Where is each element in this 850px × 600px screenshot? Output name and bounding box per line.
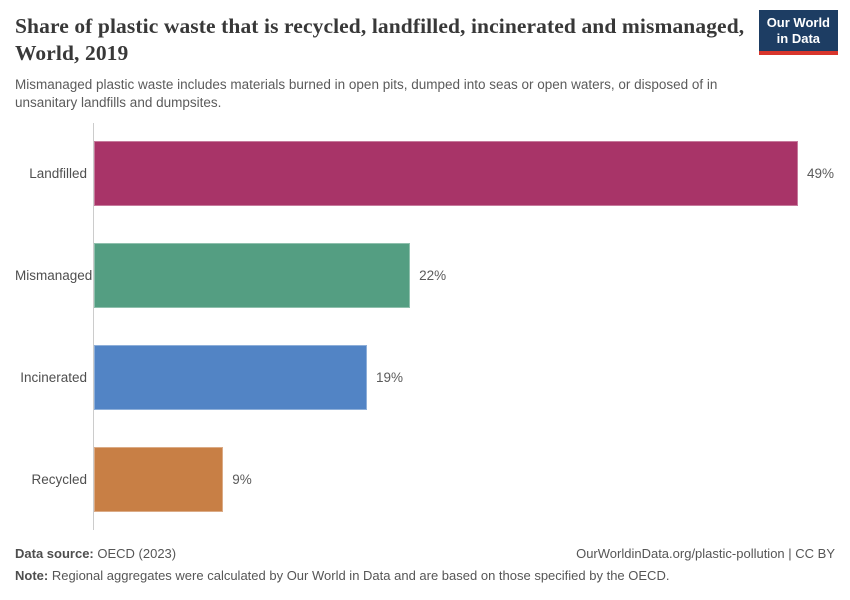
bar-mismanaged[interactable] xyxy=(94,243,411,309)
source-row: Data source: OECD (2023) OurWorldinData.… xyxy=(15,543,835,565)
data-source-value: OECD (2023) xyxy=(93,546,177,561)
owid-logo-line1: Our World xyxy=(766,15,830,30)
note-label: Note: xyxy=(15,568,49,583)
chart-row-incinerated: Incinerated 19% xyxy=(15,327,850,429)
value-label-landfilled: 49% xyxy=(807,166,835,182)
bar-landfilled[interactable] xyxy=(94,141,798,207)
bar-recycled[interactable] xyxy=(94,446,224,512)
value-label-mismanaged: 22% xyxy=(419,268,447,284)
category-label-recycled: Recycled xyxy=(31,471,87,487)
bar-incinerated[interactable] xyxy=(94,344,367,410)
category-label-landfilled: Landfilled xyxy=(29,166,87,182)
chart-subtitle: Mismanaged plastic waste includes materi… xyxy=(15,77,718,110)
value-label-incinerated: 19% xyxy=(375,369,403,385)
y-axis-line xyxy=(93,123,94,530)
chart-rows: Landfilled 49% Mismanaged 22% Incinerated 19%… xyxy=(15,123,850,530)
license-link[interactable]: OurWorldinData.org/plastic-pollution | C… xyxy=(576,546,835,561)
owid-logo-line2: in Data xyxy=(776,31,821,46)
data-source-label: Data source: xyxy=(15,546,94,561)
chart-row-mismanaged: Mismanaged 22% xyxy=(15,225,850,327)
footer: Data source: OECD (2023) OurWorldinData.… xyxy=(15,543,835,587)
chart-title: Share of plastic waste that is recycled,… xyxy=(15,14,745,65)
bar-chart: Landfilled 49% Mismanaged 22% Incinerated 19%… xyxy=(15,123,850,530)
category-label-mismanaged: Mismanaged xyxy=(15,268,93,284)
data-source-text: Data source: OECD (2023) xyxy=(15,543,176,565)
header: Share of plastic waste that is recycled,… xyxy=(15,13,835,112)
note-value: Regional aggregates were calculated by O… xyxy=(48,568,670,583)
note-row: Note: Regional aggregates were calculate… xyxy=(15,565,835,587)
owid-logo[interactable]: Our World in Data xyxy=(758,10,838,55)
chart-row-recycled: Recycled 9% xyxy=(15,428,850,530)
chart-row-landfilled: Landfilled 49% xyxy=(15,123,850,225)
value-label-recycled: 9% xyxy=(232,471,252,487)
category-label-incinerated: Incinerated xyxy=(20,369,87,385)
